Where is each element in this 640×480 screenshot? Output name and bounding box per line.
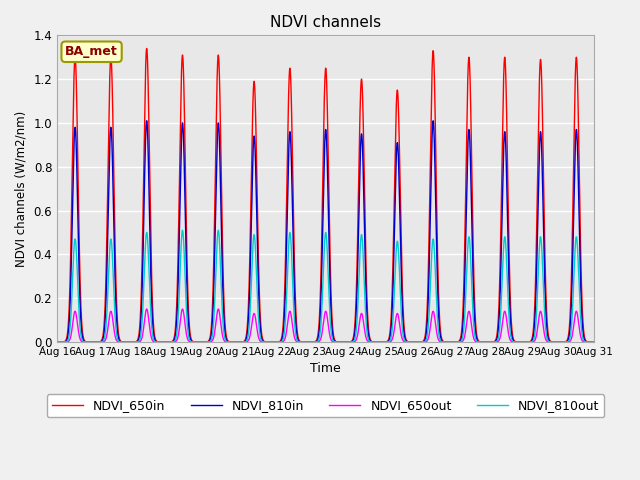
- NDVI_650out: [345, 339, 353, 345]
- NDVI_810in: [591, 339, 598, 345]
- Line: NDVI_810out: NDVI_810out: [57, 230, 595, 342]
- NDVI_810in: [259, 338, 267, 344]
- Y-axis label: NDVI channels (W/m2/nm): NDVI channels (W/m2/nm): [15, 110, 28, 267]
- NDVI_810in: [452, 339, 460, 345]
- NDVI_650out: [452, 339, 460, 345]
- NDVI_650out: [591, 339, 598, 345]
- NDVI_810out: [452, 339, 460, 345]
- NDVI_650in: [182, 225, 190, 231]
- Legend: NDVI_650in, NDVI_810in, NDVI_650out, NDVI_810out: NDVI_650in, NDVI_810in, NDVI_650out, NDV…: [47, 394, 604, 417]
- NDVI_650out: [377, 339, 385, 345]
- NDVI_650in: [452, 339, 460, 345]
- NDVI_810out: [214, 228, 222, 233]
- NDVI_650in: [259, 336, 267, 342]
- NDVI_810out: [591, 339, 598, 345]
- NDVI_650out: [53, 339, 61, 345]
- Title: NDVI channels: NDVI channels: [270, 15, 381, 30]
- NDVI_810in: [182, 263, 190, 268]
- NDVI_810out: [377, 339, 385, 345]
- NDVI_810out: [182, 305, 190, 311]
- NDVI_810in: [53, 339, 61, 345]
- Line: NDVI_810in: NDVI_810in: [57, 121, 595, 342]
- NDVI_650out: [182, 331, 190, 336]
- Text: BA_met: BA_met: [65, 45, 118, 58]
- NDVI_650in: [345, 339, 353, 345]
- NDVI_650in: [53, 339, 61, 345]
- NDVI_810out: [345, 339, 353, 345]
- NDVI_810out: [53, 339, 61, 345]
- NDVI_810out: [90, 339, 97, 345]
- Line: NDVI_650out: NDVI_650out: [57, 309, 595, 342]
- NDVI_810in: [377, 339, 385, 345]
- NDVI_650in: [90, 339, 97, 345]
- NDVI_650out: [143, 306, 150, 312]
- NDVI_810in: [143, 118, 150, 124]
- NDVI_810in: [90, 339, 97, 345]
- NDVI_650in: [377, 339, 385, 345]
- NDVI_650out: [90, 339, 97, 345]
- NDVI_810out: [259, 339, 267, 345]
- X-axis label: Time: Time: [310, 362, 341, 375]
- NDVI_650in: [143, 46, 150, 51]
- NDVI_810in: [345, 339, 353, 345]
- NDVI_650in: [591, 339, 598, 345]
- NDVI_650out: [259, 339, 267, 345]
- Line: NDVI_650in: NDVI_650in: [57, 48, 595, 342]
